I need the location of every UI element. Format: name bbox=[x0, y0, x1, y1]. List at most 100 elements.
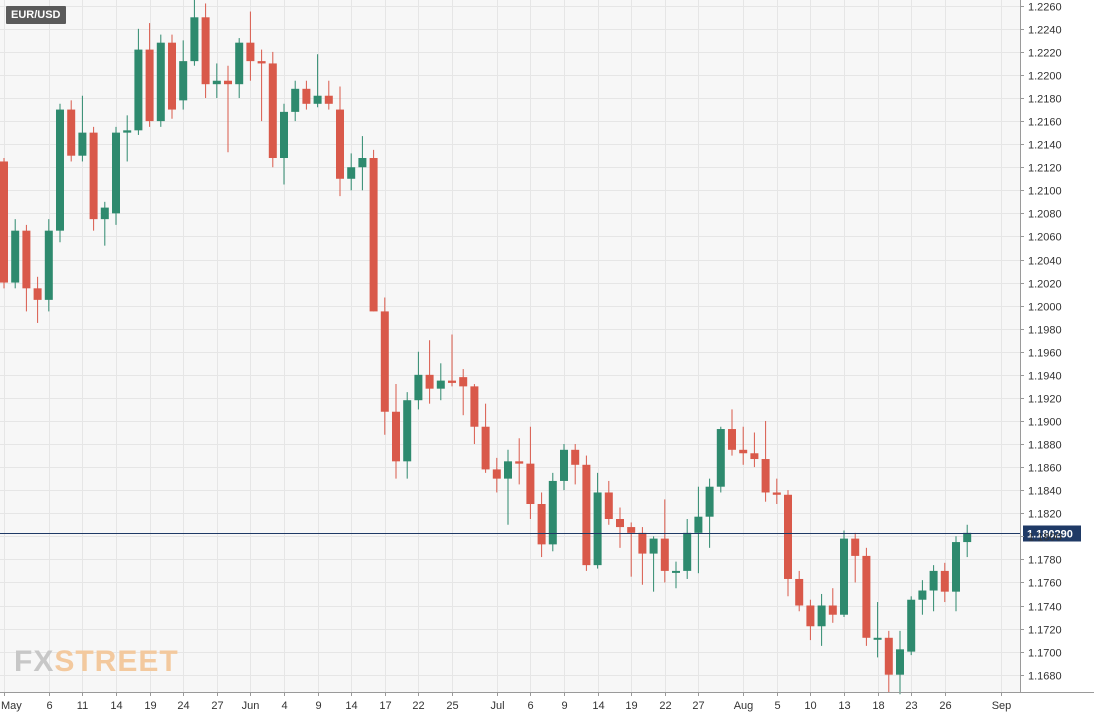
candle-body bbox=[145, 49, 154, 122]
y-tick-label: 1.2080 bbox=[1028, 209, 1062, 221]
candle-down bbox=[582, 455, 591, 571]
y-tick-label: 1.2220 bbox=[1028, 48, 1062, 60]
candle-body bbox=[761, 459, 770, 493]
candle-down bbox=[851, 532, 860, 583]
candle-body bbox=[100, 207, 109, 220]
candle-body bbox=[268, 63, 277, 159]
candle-down bbox=[739, 426, 748, 465]
candle-body bbox=[78, 132, 87, 156]
x-tick-label: Sep bbox=[992, 700, 1012, 712]
candle-down bbox=[627, 522, 636, 577]
candle-body bbox=[940, 570, 949, 592]
y-tick-label: 1.2100 bbox=[1028, 186, 1062, 198]
candle-body bbox=[123, 130, 132, 133]
candle-up bbox=[291, 80, 300, 122]
candle-body bbox=[246, 42, 255, 62]
x-tick-label: 24 bbox=[177, 700, 189, 712]
candle-body bbox=[884, 637, 893, 675]
candle-body bbox=[89, 132, 98, 220]
candle-body bbox=[672, 570, 680, 573]
y-tick-label: 1.1760 bbox=[1028, 578, 1062, 590]
candle-down bbox=[728, 409, 736, 456]
candle-down bbox=[638, 527, 647, 585]
candle-body bbox=[772, 492, 781, 495]
x-tick-label: Jul bbox=[490, 700, 504, 712]
candle-body bbox=[795, 578, 804, 606]
y-tick-label: 1.2160 bbox=[1028, 117, 1062, 129]
y-tick-label: 1.1740 bbox=[1028, 602, 1062, 614]
candle-down bbox=[784, 490, 792, 597]
candle-body bbox=[918, 590, 927, 600]
candle-up bbox=[123, 115, 132, 162]
candle-body bbox=[537, 504, 546, 545]
candle-down bbox=[380, 297, 389, 435]
x-tick-label: 19 bbox=[625, 700, 637, 712]
y-tick-label: 1.2260 bbox=[1028, 2, 1062, 14]
candle-up bbox=[649, 536, 658, 592]
candle-up bbox=[235, 38, 244, 99]
candle-up bbox=[100, 201, 109, 246]
current-price-tag bbox=[1023, 525, 1081, 542]
candle-body bbox=[526, 463, 535, 505]
y-tick-label: 1.1900 bbox=[1028, 417, 1062, 429]
candle-up bbox=[548, 472, 557, 552]
candle-body bbox=[817, 605, 826, 627]
candle-down bbox=[492, 457, 501, 493]
candle-body bbox=[593, 492, 602, 566]
candle-body bbox=[828, 605, 837, 615]
candle-body bbox=[851, 538, 860, 556]
candle-down bbox=[828, 588, 837, 623]
candle-down bbox=[750, 432, 759, 468]
candle-body bbox=[638, 532, 647, 554]
candle-body bbox=[649, 538, 658, 554]
candle-up bbox=[179, 40, 188, 110]
candle-up bbox=[817, 593, 826, 646]
candle-body bbox=[481, 426, 490, 470]
y-tick-label: 1.1720 bbox=[1028, 625, 1062, 637]
y-tick-label: 1.2020 bbox=[1028, 279, 1062, 291]
candle-body bbox=[515, 461, 524, 464]
candle-up bbox=[840, 530, 848, 618]
candle-body bbox=[347, 167, 356, 179]
candle-body bbox=[392, 411, 400, 462]
x-tick-label: 4 bbox=[281, 700, 287, 712]
candle-up bbox=[963, 524, 972, 558]
candle-up bbox=[78, 95, 87, 162]
candle-body bbox=[694, 516, 703, 533]
candle-body bbox=[683, 532, 692, 571]
candle-body bbox=[436, 380, 445, 389]
candle-up bbox=[694, 486, 703, 574]
candle-body bbox=[336, 109, 344, 179]
candle-body bbox=[33, 288, 42, 300]
candle-down bbox=[425, 340, 434, 404]
candle-up bbox=[212, 63, 221, 99]
y-tick-label: 1.2060 bbox=[1028, 232, 1062, 244]
candle-body bbox=[280, 111, 288, 159]
x-tick-label: 17 bbox=[379, 700, 391, 712]
candle-body bbox=[425, 374, 434, 389]
candle-body bbox=[212, 80, 221, 85]
symbol-label: EUR/USD bbox=[6, 6, 66, 24]
candle-body bbox=[448, 380, 456, 383]
y-tick-label: 1.2120 bbox=[1028, 163, 1062, 175]
fxstreet-logo: FXSTREET bbox=[14, 645, 179, 679]
y-tick-label: 1.1820 bbox=[1028, 509, 1062, 521]
candle-down bbox=[33, 276, 42, 323]
candle-down bbox=[145, 23, 154, 127]
candle-up bbox=[593, 472, 602, 569]
x-tick-label: 23 bbox=[905, 700, 917, 712]
candle-body bbox=[302, 88, 311, 104]
candle-up bbox=[134, 28, 143, 135]
candle-body bbox=[728, 429, 736, 450]
candle-body bbox=[504, 461, 512, 479]
candle-down bbox=[537, 492, 546, 558]
y-tick-label: 1.1880 bbox=[1028, 440, 1062, 452]
candle-down bbox=[448, 334, 456, 387]
candle-body bbox=[784, 494, 792, 579]
candle-down bbox=[268, 51, 277, 168]
candle-down bbox=[459, 369, 468, 416]
y-tick-label: 1.1680 bbox=[1028, 671, 1062, 683]
candle-down bbox=[470, 384, 479, 445]
x-tick-label: 10 bbox=[804, 700, 816, 712]
